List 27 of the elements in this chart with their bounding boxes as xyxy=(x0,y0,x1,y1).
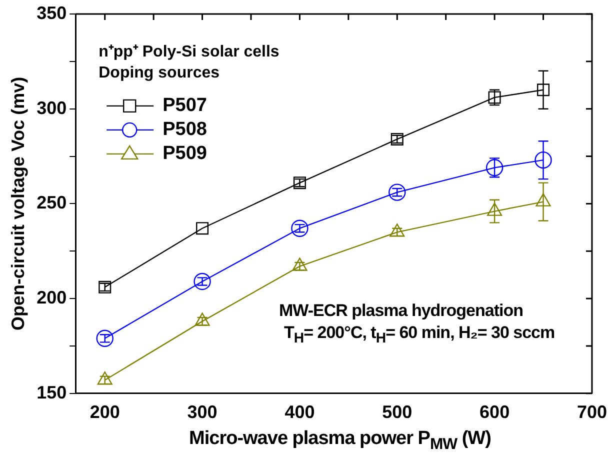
x-tick-label: 400 xyxy=(284,402,315,422)
point xyxy=(194,272,211,290)
y-axis-title: Open-circuit voltage Voc (mv) xyxy=(8,76,28,331)
y-tick-label: 350 xyxy=(36,2,67,23)
legend-label: P508 xyxy=(162,119,207,140)
point xyxy=(534,151,552,169)
legend-title: n⁺pp⁺ Poly-Si solar cells Doping sources xyxy=(98,43,280,82)
x-tick-label: 600 xyxy=(480,402,510,422)
y-tick-label: 150 xyxy=(36,382,67,402)
x-axis-title: Micro-wave plasma power P$_{MW}$ (W) xyxy=(188,428,492,454)
x-tick-label: 300 xyxy=(187,402,218,422)
x-tick-label: 700 xyxy=(576,402,608,422)
y-tick-label: 300 xyxy=(36,98,67,118)
point xyxy=(196,222,209,235)
legend-label: P507 xyxy=(162,95,207,116)
point xyxy=(486,159,504,176)
point xyxy=(96,330,114,347)
y-tick-label: 250 xyxy=(36,192,67,213)
x-tick-label: 200 xyxy=(90,402,120,422)
annotation: MW-ECR plasma hydrogenation xyxy=(279,301,524,321)
point xyxy=(388,184,406,201)
point xyxy=(537,84,550,96)
point xyxy=(291,220,308,237)
x-tick-label: 500 xyxy=(382,402,412,422)
annotation: T$_{H}$= 200°C, t$_{H}$= 60 min, H₂= 30 sccm xyxy=(284,323,555,346)
legend-label: P509 xyxy=(162,143,207,164)
y-tick-label: 200 xyxy=(36,288,67,308)
